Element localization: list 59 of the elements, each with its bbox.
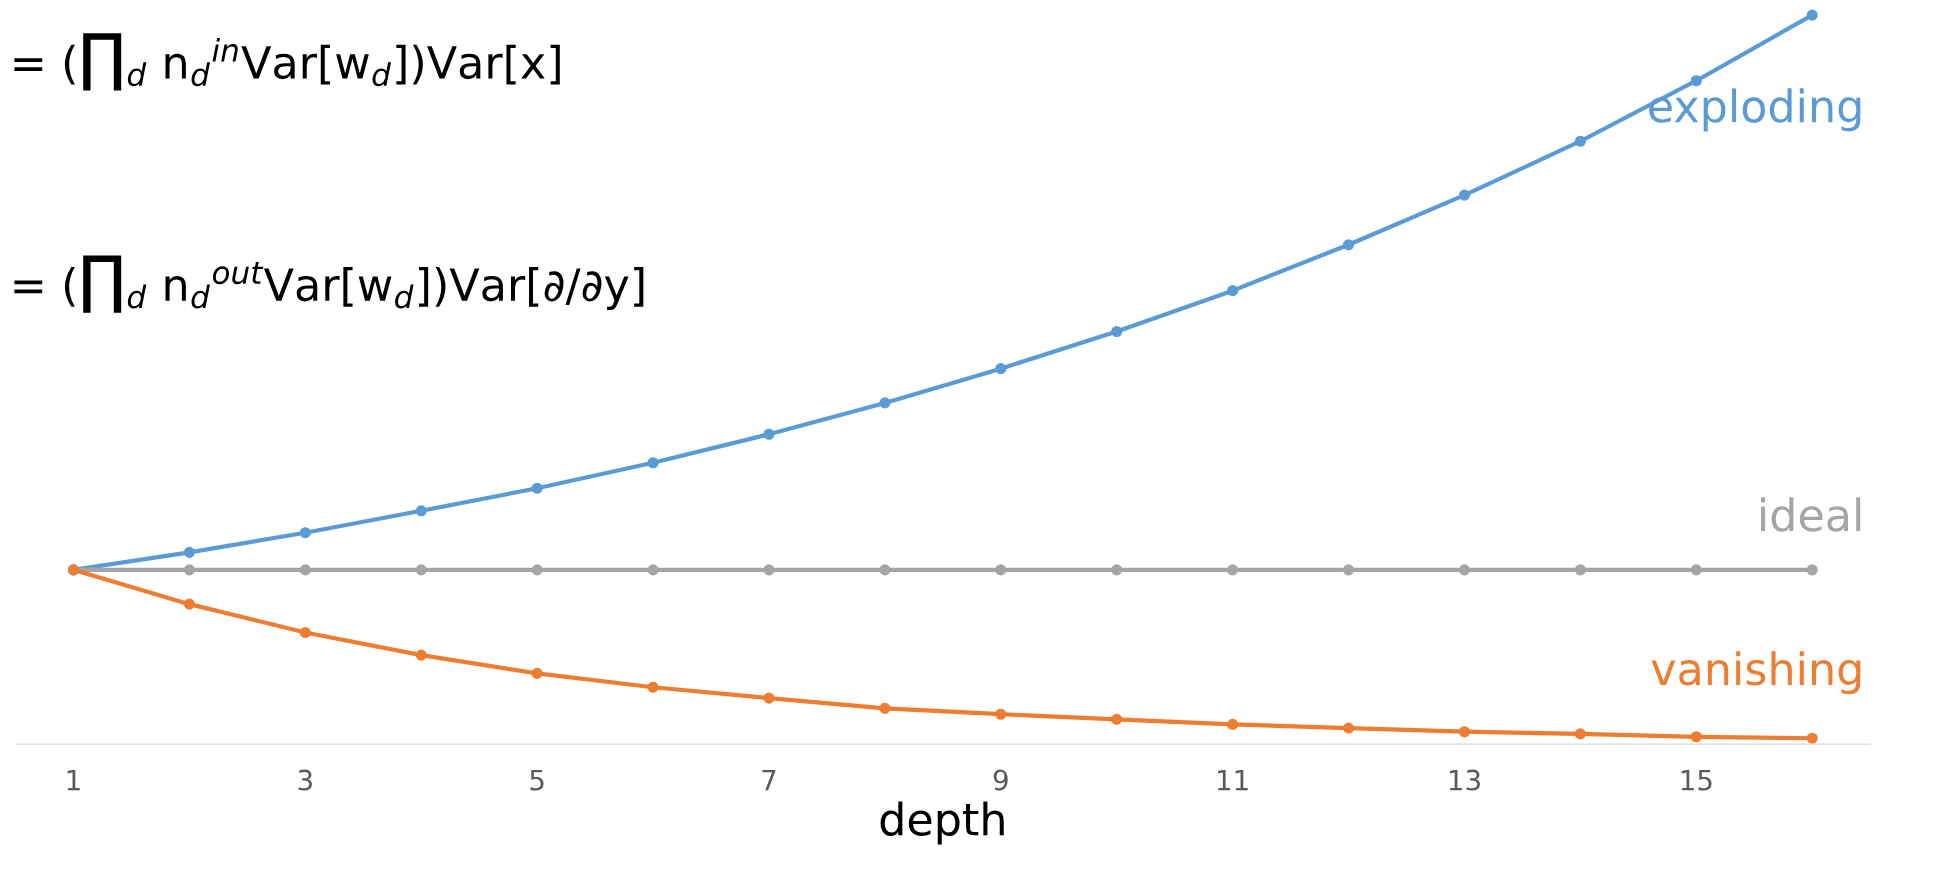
point <box>1806 732 1818 744</box>
x-tick-label: 11 <box>1218 769 1248 791</box>
series-label: ideal <box>1761 497 1861 532</box>
point <box>183 564 195 576</box>
point <box>879 397 891 409</box>
point <box>1690 564 1702 576</box>
point <box>1111 325 1123 338</box>
point <box>1342 722 1355 734</box>
point <box>531 482 543 494</box>
point <box>1690 731 1702 743</box>
point <box>1574 135 1586 147</box>
point <box>1574 564 1586 576</box>
point <box>1111 564 1123 576</box>
point <box>299 527 311 539</box>
point <box>879 702 891 714</box>
point <box>879 564 891 576</box>
point <box>1574 728 1586 740</box>
x-tick-label: 15 <box>1681 769 1712 791</box>
point <box>1227 718 1239 730</box>
point <box>1227 285 1239 297</box>
point <box>995 564 1007 576</box>
point <box>415 564 427 576</box>
x-tick-label: 13 <box>1449 769 1480 791</box>
series-label: vanishing <box>1651 651 1861 695</box>
x-tick-label: 1 <box>67 769 80 791</box>
x-tick-label: 3 <box>298 769 312 791</box>
point <box>1458 564 1471 576</box>
x-axis-title: depth <box>880 801 1004 845</box>
x-tick-label: 5 <box>530 769 544 791</box>
point <box>647 564 659 576</box>
point <box>1342 239 1355 251</box>
point <box>1342 564 1355 576</box>
point <box>183 598 195 610</box>
point <box>647 457 659 469</box>
annotation: = (∏$_{d}$ n$_{d}$$^{in}$Var[w$_{d}$])Var[x] <box>14 33 560 91</box>
x-tick-label: 7 <box>762 769 776 791</box>
point <box>1458 189 1471 201</box>
series-label: exploding <box>1649 88 1861 132</box>
point <box>1227 564 1239 576</box>
point <box>299 627 311 639</box>
point <box>531 564 543 576</box>
point <box>1806 9 1818 21</box>
point <box>1690 75 1702 87</box>
point <box>995 363 1007 375</box>
point <box>415 649 427 661</box>
point <box>531 667 543 679</box>
annotation: = (∏$_{d}$ n$_{d}$$^{out}$Var[w$_{d}$])Var[∂/∂y] <box>14 255 644 313</box>
point <box>1458 726 1471 738</box>
point <box>763 428 775 440</box>
point <box>183 546 195 558</box>
point <box>763 692 775 704</box>
point <box>1806 564 1818 576</box>
point <box>415 505 427 517</box>
point <box>299 564 311 576</box>
point <box>1111 713 1123 725</box>
point <box>763 564 775 576</box>
point <box>995 708 1007 720</box>
x-tick-label: 9 <box>993 769 1008 791</box>
point <box>647 681 659 693</box>
